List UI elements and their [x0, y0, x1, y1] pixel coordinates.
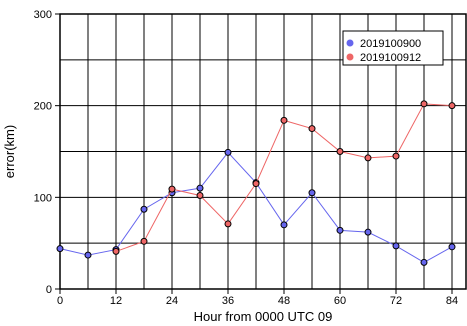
x-tick-label: 24 [166, 295, 178, 307]
data-point [392, 152, 400, 160]
data-point [140, 205, 148, 213]
data-point [56, 245, 64, 253]
legend-label: 2019100912 [360, 52, 421, 64]
data-point [84, 251, 92, 259]
x-tick-label: 48 [278, 295, 290, 307]
y-tick-label: 200 [34, 101, 52, 113]
series-2019100912 [112, 100, 456, 255]
axis-ticks: 0 12 24 36 48 60 72 84 0 100 200 300 [34, 9, 458, 307]
legend-item: 2019100912 [346, 52, 421, 64]
data-point [168, 185, 176, 193]
legend-item: 2019100900 [346, 38, 421, 50]
data-point [308, 125, 316, 133]
plot-area-frame [59, 13, 467, 290]
data-point [336, 148, 344, 155]
data-point [280, 221, 288, 229]
data-series [56, 100, 456, 266]
legend: 2019100900 2019100912 [342, 30, 444, 66]
data-point [364, 228, 372, 236]
x-tick-label: 0 [57, 295, 63, 307]
y-tick-label: 100 [34, 192, 52, 204]
data-point [392, 242, 400, 250]
x-tick-label: 84 [446, 295, 458, 307]
data-point [224, 148, 232, 156]
data-point [224, 220, 232, 228]
data-point [420, 258, 428, 266]
data-point [448, 243, 456, 251]
legend-marker [346, 39, 354, 47]
data-point [308, 189, 316, 197]
legend-marker [346, 53, 354, 61]
legend-box [342, 30, 444, 66]
y-tick-label: 0 [46, 284, 52, 296]
data-point [252, 180, 260, 188]
legend-label: 2019100900 [360, 38, 421, 50]
data-point [280, 116, 288, 124]
x-tick-label: 60 [334, 295, 346, 307]
data-point [448, 102, 456, 110]
x-tick-label: 72 [390, 295, 402, 307]
y-axis-label: error(km) [2, 125, 17, 178]
data-point [140, 237, 148, 245]
data-point [112, 247, 120, 255]
data-point [364, 154, 372, 162]
x-axis-label: Hour from 0000 UTC 09 [194, 309, 333, 324]
data-point [196, 184, 204, 192]
data-point [420, 100, 428, 108]
x-tick-label: 12 [110, 295, 122, 307]
y-tick-label: 300 [34, 9, 52, 21]
data-point [196, 192, 204, 199]
data-point [336, 226, 344, 234]
x-tick-label: 36 [222, 295, 234, 307]
